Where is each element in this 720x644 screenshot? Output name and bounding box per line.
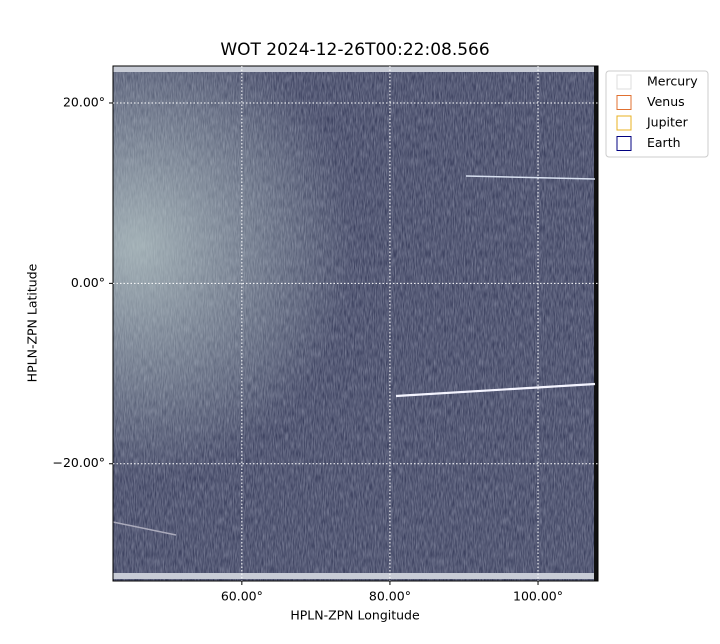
legend-label: Earth	[647, 135, 681, 150]
plot-frame	[112, 65, 599, 582]
legend-swatch	[616, 115, 632, 131]
y-axis-label: HPLN-ZPN Latitude	[25, 263, 40, 382]
legend	[605, 70, 709, 158]
x-axis-label: HPLN-ZPN Longitude	[290, 608, 420, 623]
legend-swatch	[616, 74, 632, 90]
x-tick-label: 80.00°	[369, 589, 411, 604]
chart-title: WOT 2024-12-26T00:22:08.566	[220, 40, 489, 60]
legend-label: Venus	[647, 94, 685, 109]
legend-label: Mercury	[647, 74, 698, 89]
legend-swatch	[616, 95, 632, 110]
y-tick-label: 0.00°	[71, 275, 105, 290]
image	[112, 66, 598, 581]
y-tick-label: −20.00°	[52, 455, 105, 470]
x-tick-label: 60.00°	[221, 589, 263, 604]
x-tick-label: 100.00°	[513, 589, 563, 604]
y-tick-label: 20.00°	[63, 94, 105, 109]
legend-swatch	[616, 136, 632, 151]
legend-label: Jupiter	[646, 115, 689, 130]
